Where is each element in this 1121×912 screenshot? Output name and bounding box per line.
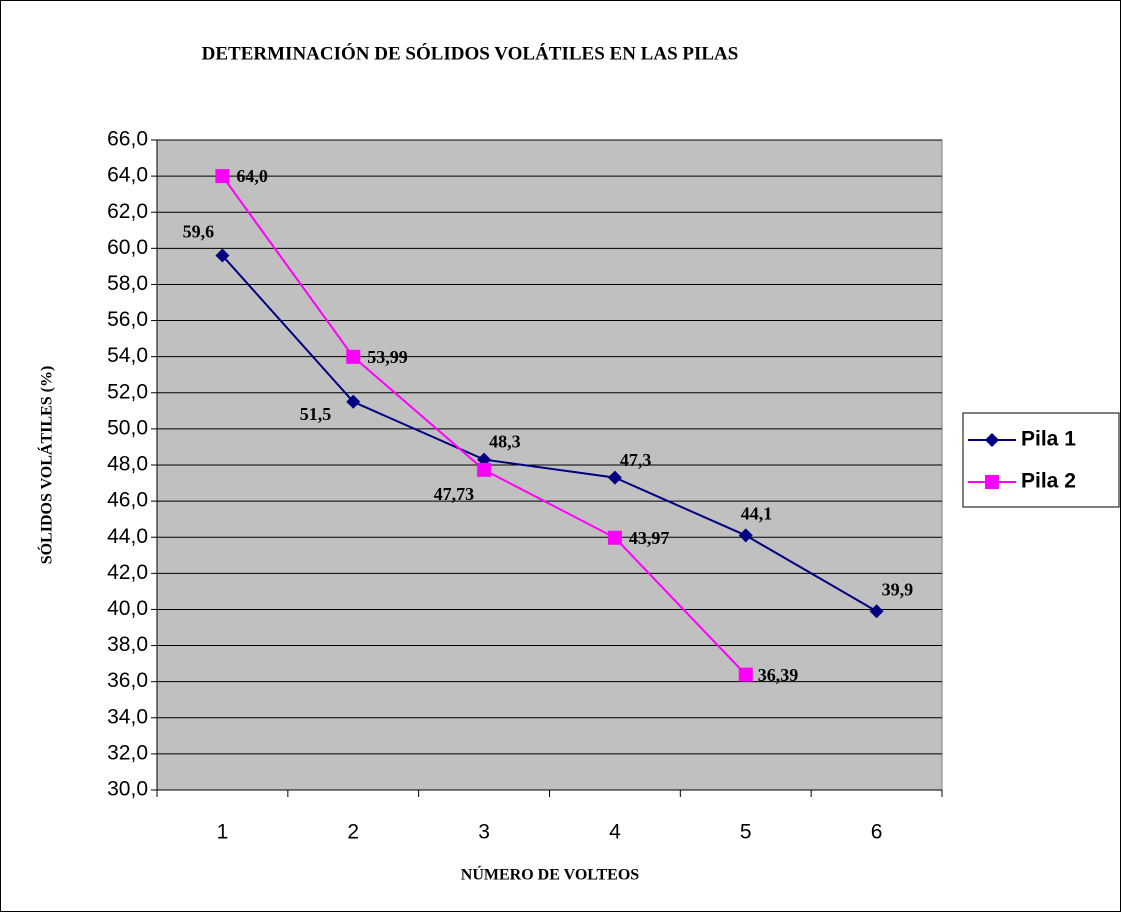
y-axis-label: SÓLIDOS VOLÁTILES (%): [37, 366, 56, 565]
data-label: 51,5: [300, 404, 332, 424]
legend-label: Pila 1: [1021, 428, 1076, 451]
x-tick-label: 3: [478, 821, 490, 844]
y-tick-label: 60,0: [107, 236, 148, 259]
square-marker: [985, 475, 999, 489]
data-label: 47,3: [620, 450, 652, 470]
x-tick-label: 2: [347, 821, 359, 844]
y-tick-label: 62,0: [107, 200, 148, 223]
y-tick-label: 34,0: [107, 705, 148, 728]
diamond-marker: [215, 248, 230, 263]
x-axis-label: NÚMERO DE VOLTEOS: [461, 865, 639, 884]
data-label: 47,73: [434, 484, 475, 504]
legend-label: Pila 2: [1021, 470, 1076, 493]
data-label: 64,0: [236, 166, 268, 186]
square-marker: [346, 349, 361, 364]
legend: [962, 412, 1120, 508]
square-marker: [477, 462, 492, 477]
y-tick-label: 58,0: [107, 272, 148, 295]
x-tick-label: 4: [609, 821, 621, 844]
y-tick-label: 44,0: [107, 525, 148, 548]
data-label: 36,39: [758, 665, 799, 685]
data-label: 59,6: [183, 222, 215, 242]
y-tick-label: 48,0: [107, 453, 148, 476]
x-tick-label: 5: [740, 821, 752, 844]
y-tick-label: 32,0: [107, 741, 148, 764]
y-tick-label: 56,0: [107, 308, 148, 331]
data-label: 48,3: [489, 432, 521, 452]
y-tick-label: 42,0: [107, 561, 148, 584]
y-tick-label: 36,0: [107, 669, 148, 692]
diamond-marker: [869, 604, 884, 619]
square-marker: [738, 667, 753, 682]
diamond-marker: [738, 528, 753, 543]
y-tick-label: 64,0: [107, 164, 148, 187]
data-label: 44,1: [741, 504, 773, 524]
data-label: 53,99: [367, 347, 408, 367]
y-tick-label: 66,0: [107, 128, 148, 151]
square-marker: [607, 530, 622, 545]
square-marker: [215, 169, 230, 184]
diamond-marker: [985, 433, 999, 447]
diamond-marker: [346, 394, 361, 409]
y-tick-label: 52,0: [107, 380, 148, 403]
chart-title: DETERMINACIÓN DE SÓLIDOS VOLÁTILES EN LA…: [202, 42, 739, 64]
y-tick-label: 50,0: [107, 416, 148, 439]
y-tick-label: 40,0: [107, 597, 148, 620]
y-tick-label: 38,0: [107, 633, 148, 656]
x-tick-label: 1: [217, 821, 229, 844]
diamond-marker: [607, 470, 622, 485]
data-label: 39,9: [882, 579, 914, 599]
y-tick-label: 54,0: [107, 344, 148, 367]
y-tick-label: 46,0: [107, 489, 148, 512]
series-line: [221, 254, 878, 613]
y-tick-label: 30,0: [107, 778, 148, 801]
data-label: 43,97: [629, 528, 670, 548]
x-tick-label: 6: [871, 821, 883, 844]
